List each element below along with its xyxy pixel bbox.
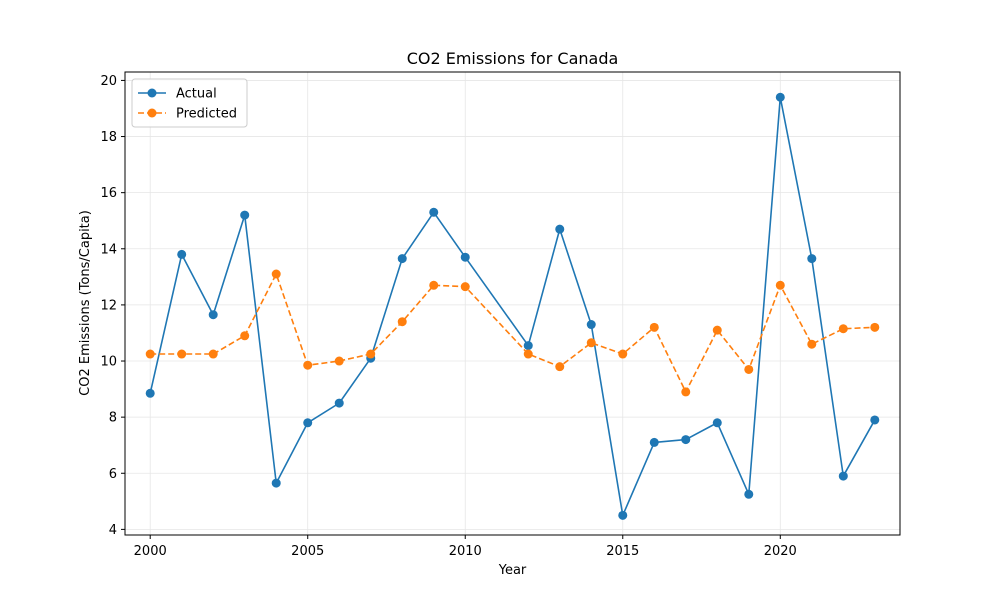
data-point-actual xyxy=(618,510,628,520)
data-point-actual xyxy=(649,437,659,447)
data-point-actual xyxy=(523,341,533,351)
y-tick-label: 12 xyxy=(100,298,117,313)
data-point-predicted xyxy=(744,364,754,374)
legend-label-actual: Actual xyxy=(176,87,217,102)
data-point-actual xyxy=(712,418,722,428)
data-point-actual xyxy=(429,207,439,217)
data-point-actual xyxy=(208,310,218,320)
x-tick-label: 2015 xyxy=(606,544,639,559)
data-point-actual xyxy=(177,249,187,259)
data-point-predicted xyxy=(366,349,376,359)
data-point-actual xyxy=(145,388,155,398)
data-point-actual xyxy=(681,435,691,445)
data-point-predicted xyxy=(523,349,533,359)
data-point-predicted xyxy=(681,387,691,397)
data-point-predicted xyxy=(460,282,470,292)
legend-label-predicted: Predicted xyxy=(176,107,237,122)
data-point-predicted xyxy=(712,325,722,335)
y-tick-label: 20 xyxy=(100,74,117,89)
data-point-actual xyxy=(240,210,250,220)
y-tick-label: 18 xyxy=(100,130,117,145)
data-point-predicted xyxy=(177,349,187,359)
data-point-predicted xyxy=(240,331,250,341)
data-point-predicted xyxy=(145,349,155,359)
x-tick-label: 2000 xyxy=(134,544,167,559)
legend-marker-actual xyxy=(147,88,157,98)
data-point-predicted xyxy=(271,269,281,279)
y-tick-label: 10 xyxy=(100,355,117,370)
y-tick-label: 4 xyxy=(109,523,117,538)
data-point-predicted xyxy=(775,280,785,290)
series-line-predicted xyxy=(150,273,875,393)
data-point-predicted xyxy=(870,322,880,332)
data-point-actual xyxy=(586,320,596,330)
axes: 2000 2005 2010 2015 2020 4 6 8 10 12 14 16 18 20 xyxy=(100,71,901,559)
y-tick-label: 6 xyxy=(109,467,117,482)
plot-frame xyxy=(124,71,901,536)
x-axis-label: Year xyxy=(498,563,527,578)
data-point-predicted xyxy=(334,356,344,366)
x-tick-label: 2005 xyxy=(291,544,324,559)
data-point-actual xyxy=(334,398,344,408)
data-point-actual xyxy=(397,254,407,264)
legend-marker-predicted xyxy=(147,108,157,118)
series-layer xyxy=(145,92,880,520)
data-point-actual xyxy=(870,415,880,425)
data-point-actual xyxy=(807,254,817,264)
x-tick-label: 2010 xyxy=(449,544,482,559)
data-point-actual xyxy=(838,471,848,481)
data-point-predicted xyxy=(208,349,218,359)
chart-title: CO2 Emissions for Canada xyxy=(407,49,619,68)
data-point-actual xyxy=(303,418,313,428)
data-point-actual xyxy=(271,478,281,488)
legend-box xyxy=(131,78,248,128)
data-point-predicted xyxy=(649,322,659,332)
data-point-actual xyxy=(460,252,470,262)
y-tick-label: 14 xyxy=(100,242,117,257)
data-point-actual xyxy=(555,224,565,234)
grid xyxy=(125,72,900,535)
data-point-predicted xyxy=(618,349,628,359)
data-point-predicted xyxy=(397,317,407,327)
data-point-actual xyxy=(775,92,785,102)
y-tick-label: 8 xyxy=(109,411,117,426)
data-point-predicted xyxy=(586,338,596,348)
data-point-predicted xyxy=(555,362,565,372)
data-point-predicted xyxy=(429,280,439,290)
legend: Actual Predicted xyxy=(131,78,248,128)
data-point-predicted xyxy=(807,339,817,349)
x-tick-label: 2020 xyxy=(764,544,797,559)
data-point-predicted xyxy=(838,324,848,334)
data-point-actual xyxy=(744,489,754,499)
y-axis-label: CO2 Emissions (Tons/Capita) xyxy=(78,210,93,396)
data-point-predicted xyxy=(303,360,313,370)
y-tick-label: 16 xyxy=(100,186,117,201)
